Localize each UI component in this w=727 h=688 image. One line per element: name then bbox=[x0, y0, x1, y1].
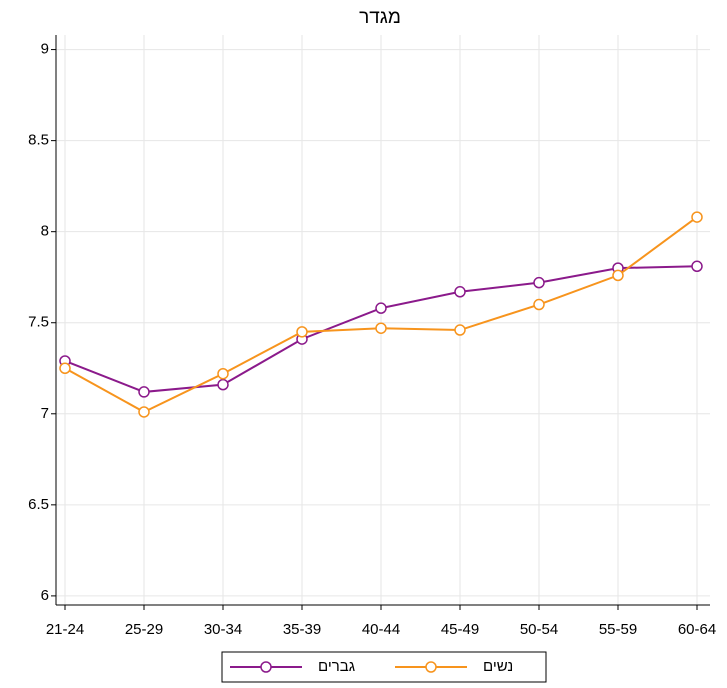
point bbox=[454, 286, 466, 298]
point bbox=[533, 298, 545, 311]
point bbox=[138, 386, 150, 398]
legend-marker bbox=[425, 661, 437, 673]
point bbox=[691, 260, 703, 273]
point bbox=[533, 276, 545, 289]
point bbox=[612, 269, 624, 282]
point bbox=[375, 322, 387, 334]
point bbox=[59, 362, 71, 375]
x-tick-label: 60-64 bbox=[678, 621, 716, 638]
y-tick-label: 9 bbox=[41, 41, 49, 58]
legend-label: נשים bbox=[483, 658, 513, 675]
point bbox=[138, 406, 150, 418]
y-tick-label: 6 bbox=[41, 587, 49, 604]
x-tick-label: 55-59 bbox=[599, 621, 637, 638]
point bbox=[454, 324, 466, 336]
point bbox=[296, 326, 308, 338]
point bbox=[217, 367, 229, 380]
y-tick-label: 7.5 bbox=[28, 314, 49, 331]
y-tick-label: 8 bbox=[41, 223, 49, 240]
x-tick-label: 25-29 bbox=[125, 621, 163, 638]
x-tick-label: 50-54 bbox=[520, 621, 558, 638]
x-tick-label: 45-49 bbox=[441, 621, 479, 638]
x-tick-label: 40-44 bbox=[362, 621, 400, 638]
point bbox=[691, 211, 703, 223]
y-tick-label: 8.5 bbox=[28, 132, 49, 149]
legend-label: גברים bbox=[318, 658, 355, 675]
chart-title: מגדר bbox=[359, 7, 401, 28]
legend-marker bbox=[260, 661, 272, 673]
point bbox=[375, 302, 387, 314]
x-tick-label: 30-34 bbox=[204, 621, 242, 638]
x-tick-label: 35-39 bbox=[283, 621, 321, 638]
point bbox=[217, 378, 229, 391]
y-tick-label: 6.5 bbox=[28, 496, 49, 513]
x-tick-label: 21-24 bbox=[46, 621, 84, 638]
y-tick-label: 7 bbox=[41, 405, 49, 422]
